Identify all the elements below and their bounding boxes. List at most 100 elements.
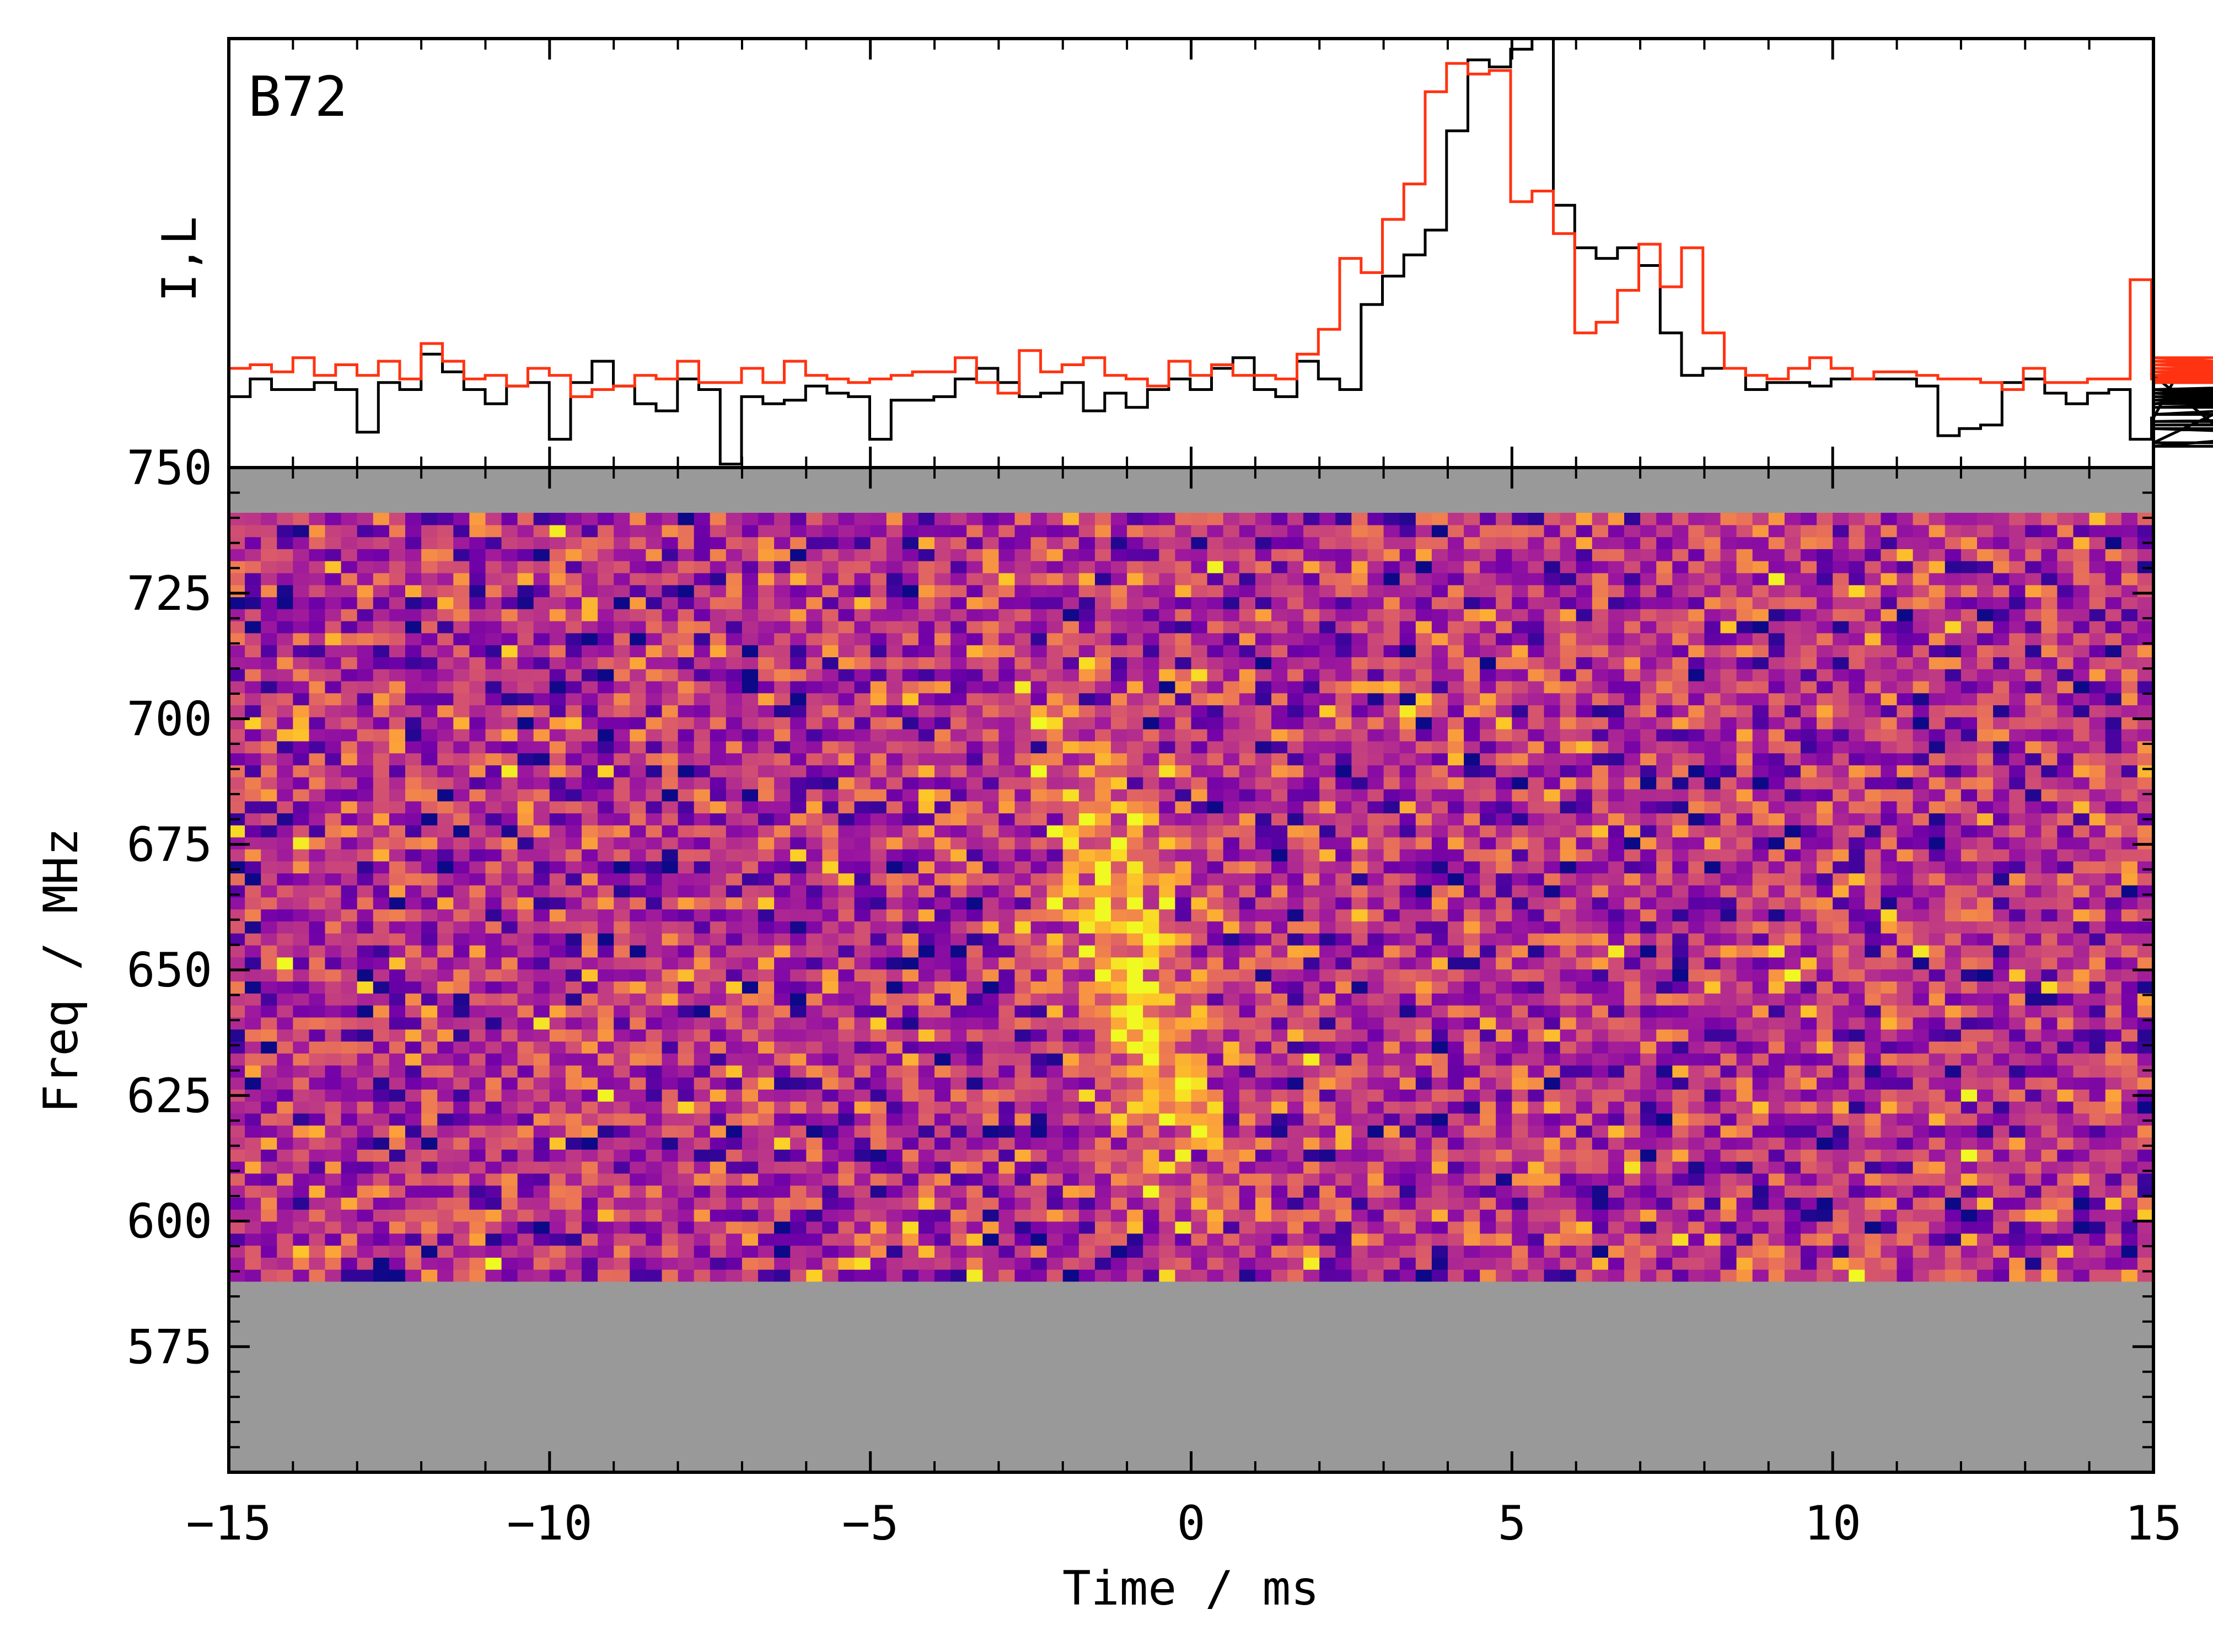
heatmap-cell	[1656, 1053, 1673, 1065]
heatmap-cell	[2057, 1065, 2074, 1077]
heatmap-cell	[229, 1221, 245, 1233]
heatmap-cell	[1753, 861, 1769, 873]
heatmap-cell	[1544, 861, 1561, 873]
heatmap-cell	[1079, 1125, 1095, 1138]
heatmap-cell	[1769, 1053, 1785, 1065]
heatmap-cell	[998, 1233, 1015, 1246]
heatmap-cell	[1977, 825, 1994, 837]
heatmap-cell	[694, 1186, 711, 1198]
heatmap-cell	[1512, 1233, 1528, 1246]
heatmap-cell	[293, 1186, 309, 1198]
heatmap-cell	[566, 1246, 582, 1258]
heatmap-cell	[1993, 1257, 2010, 1269]
heatmap-cell	[2025, 945, 2042, 957]
heatmap-cell	[1913, 1269, 1930, 1281]
heatmap-cell	[2025, 981, 2042, 993]
heatmap-cell	[1737, 1173, 1753, 1186]
heatmap-cell	[1384, 825, 1400, 837]
heatmap-cell	[582, 1173, 598, 1186]
heatmap-cell	[421, 1125, 438, 1138]
heatmap-cell	[1833, 813, 1849, 825]
heatmap-cell	[261, 1053, 277, 1065]
heatmap-cell	[598, 885, 614, 897]
heatmap-cell	[373, 957, 390, 969]
heatmap-cell	[1143, 1125, 1159, 1138]
heatmap-cell	[1833, 1041, 1849, 1053]
heatmap-cell	[950, 1041, 967, 1053]
heatmap-cell	[341, 1246, 358, 1258]
heatmap-cell	[774, 789, 791, 801]
heatmap-cell	[1015, 993, 1032, 1005]
heatmap-cell	[245, 921, 261, 934]
heatmap-cell	[2057, 1246, 2074, 1258]
heatmap-cell	[2025, 885, 2042, 897]
heatmap-cell	[806, 861, 823, 873]
heatmap-cell	[453, 957, 470, 969]
heatmap-cell	[598, 1209, 614, 1221]
heatmap-cell	[1143, 789, 1159, 801]
heatmap-cell	[998, 1209, 1015, 1221]
heatmap-cell	[1432, 825, 1448, 837]
heatmap-cell	[453, 1149, 470, 1161]
heatmap-cell	[1015, 1173, 1032, 1186]
heatmap-cell	[1881, 789, 1897, 801]
heatmap-cell	[2009, 1113, 2026, 1125]
heatmap-cell	[2090, 1149, 2106, 1161]
heatmap-cell	[486, 1197, 502, 1209]
heatmap-cell	[758, 945, 775, 957]
heatmap-cell	[646, 1113, 662, 1125]
heatmap-cell	[277, 993, 293, 1005]
heatmap-cell	[405, 1138, 422, 1150]
heatmap-cell	[1640, 1101, 1657, 1113]
heatmap-cell	[1945, 1053, 1962, 1065]
heatmap-cell	[1079, 1149, 1095, 1161]
heatmap-cell	[1079, 1029, 1095, 1042]
heatmap-cell	[934, 957, 951, 969]
heatmap-cell	[694, 1173, 711, 1186]
heatmap-cell	[245, 885, 261, 897]
heatmap-cell	[2009, 1053, 2026, 1065]
heatmap-cell	[2137, 1101, 2154, 1113]
heatmap-cell	[1207, 1041, 1224, 1053]
heatmap-cell	[1287, 969, 1304, 981]
heatmap-cell	[1095, 1221, 1111, 1233]
heatmap-cell	[1448, 1041, 1464, 1053]
heatmap-cell	[630, 1089, 646, 1101]
heatmap-cell	[1448, 945, 1464, 957]
heatmap-cell	[1785, 1221, 1801, 1233]
heatmap-cell	[1833, 945, 1849, 957]
heatmap-cell	[2105, 909, 2122, 921]
heatmap-cell	[1175, 1246, 1191, 1258]
heatmap-cell	[1929, 945, 1946, 957]
heatmap-cell	[1255, 1089, 1272, 1101]
heatmap-cell	[822, 813, 839, 825]
heatmap-cell	[1592, 1017, 1609, 1029]
heatmap-cell	[309, 1197, 326, 1209]
heatmap-cell	[982, 1149, 999, 1161]
heatmap-cell	[1223, 1101, 1240, 1113]
heatmap-cell	[1416, 933, 1432, 945]
heatmap-cell	[1753, 837, 1769, 849]
heatmap-cell	[293, 813, 309, 825]
heatmap-cell	[1496, 789, 1512, 801]
heatmap-cell	[646, 885, 662, 897]
heatmap-cell	[1031, 1173, 1048, 1186]
heatmap-cell	[1961, 993, 1978, 1005]
heatmap-cell	[1480, 1113, 1496, 1125]
heatmap-cell	[1207, 1233, 1224, 1246]
heatmap-cell	[1015, 1017, 1032, 1029]
heatmap-cell	[1560, 1257, 1577, 1269]
heatmap-cell	[1063, 921, 1079, 934]
heatmap-cell	[1159, 921, 1175, 934]
heatmap-cell	[2090, 837, 2106, 849]
heatmap-cell	[1881, 957, 1897, 969]
heatmap-cell	[1143, 849, 1159, 861]
heatmap-cell	[582, 933, 598, 945]
heatmap-cell	[1015, 1246, 1032, 1258]
heatmap-cell	[1833, 1029, 1849, 1042]
heatmap-cell	[822, 1017, 839, 1029]
heatmap-cell	[726, 1221, 743, 1233]
heatmap-cell	[1271, 1246, 1288, 1258]
heatmap-cell	[2057, 1149, 2074, 1161]
heatmap-cell	[758, 993, 775, 1005]
